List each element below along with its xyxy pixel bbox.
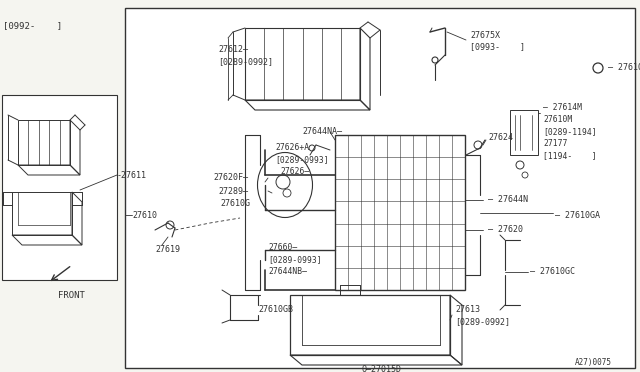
Text: 27620F—: 27620F—	[213, 173, 248, 183]
Text: [0992-    ]: [0992- ]	[3, 22, 62, 31]
Text: 27624: 27624	[488, 134, 513, 142]
Text: [0289-0992]: [0289-0992]	[218, 58, 273, 67]
Text: 27644NB—: 27644NB—	[268, 266, 307, 276]
Text: 27613: 27613	[455, 305, 480, 314]
Text: 27289—: 27289—	[218, 186, 248, 196]
Text: — 27610B: — 27610B	[608, 64, 640, 73]
Text: FRONT: FRONT	[58, 291, 85, 299]
Text: 27610: 27610	[132, 211, 157, 219]
Text: O—27015D: O—27015D	[362, 366, 402, 372]
Text: 27619: 27619	[155, 246, 180, 254]
Bar	[125, 8, 635, 368]
Text: — 27614M: — 27614M	[543, 103, 582, 112]
Text: -27611: -27611	[117, 170, 147, 180]
Bar	[335, 135, 465, 290]
Text: — 27610GC: — 27610GC	[530, 267, 575, 276]
Bar	[2, 95, 117, 280]
Text: 27610G: 27610G	[220, 199, 250, 208]
Text: 27610M: 27610M	[543, 115, 572, 125]
Text: [0289-0992]: [0289-0992]	[455, 317, 510, 327]
Text: 27675X: 27675X	[470, 31, 500, 39]
Text: 27610GB: 27610GB	[258, 305, 293, 314]
Polygon shape	[290, 295, 450, 355]
Text: 27177: 27177	[543, 140, 568, 148]
Text: 27660—: 27660—	[268, 244, 297, 253]
Text: [0289-0993]: [0289-0993]	[268, 256, 322, 264]
Bar	[125, 8, 635, 368]
Text: 27626—: 27626—	[280, 167, 309, 176]
Text: A27)0075: A27)0075	[575, 359, 612, 368]
Bar	[510, 110, 538, 155]
Text: [0289-1194]: [0289-1194]	[543, 128, 596, 137]
Text: 27644NA—: 27644NA—	[302, 128, 342, 137]
Text: [0993-    ]: [0993- ]	[470, 42, 525, 51]
Text: 27612—: 27612—	[218, 45, 248, 55]
Text: — 27644N: — 27644N	[488, 196, 528, 205]
Text: 27626+A: 27626+A	[275, 144, 309, 153]
Text: — 27620: — 27620	[488, 225, 523, 234]
Text: [0289-0993]: [0289-0993]	[275, 155, 328, 164]
Text: [1194-    ]: [1194- ]	[543, 151, 596, 160]
Text: — 27610GA: — 27610GA	[555, 211, 600, 219]
